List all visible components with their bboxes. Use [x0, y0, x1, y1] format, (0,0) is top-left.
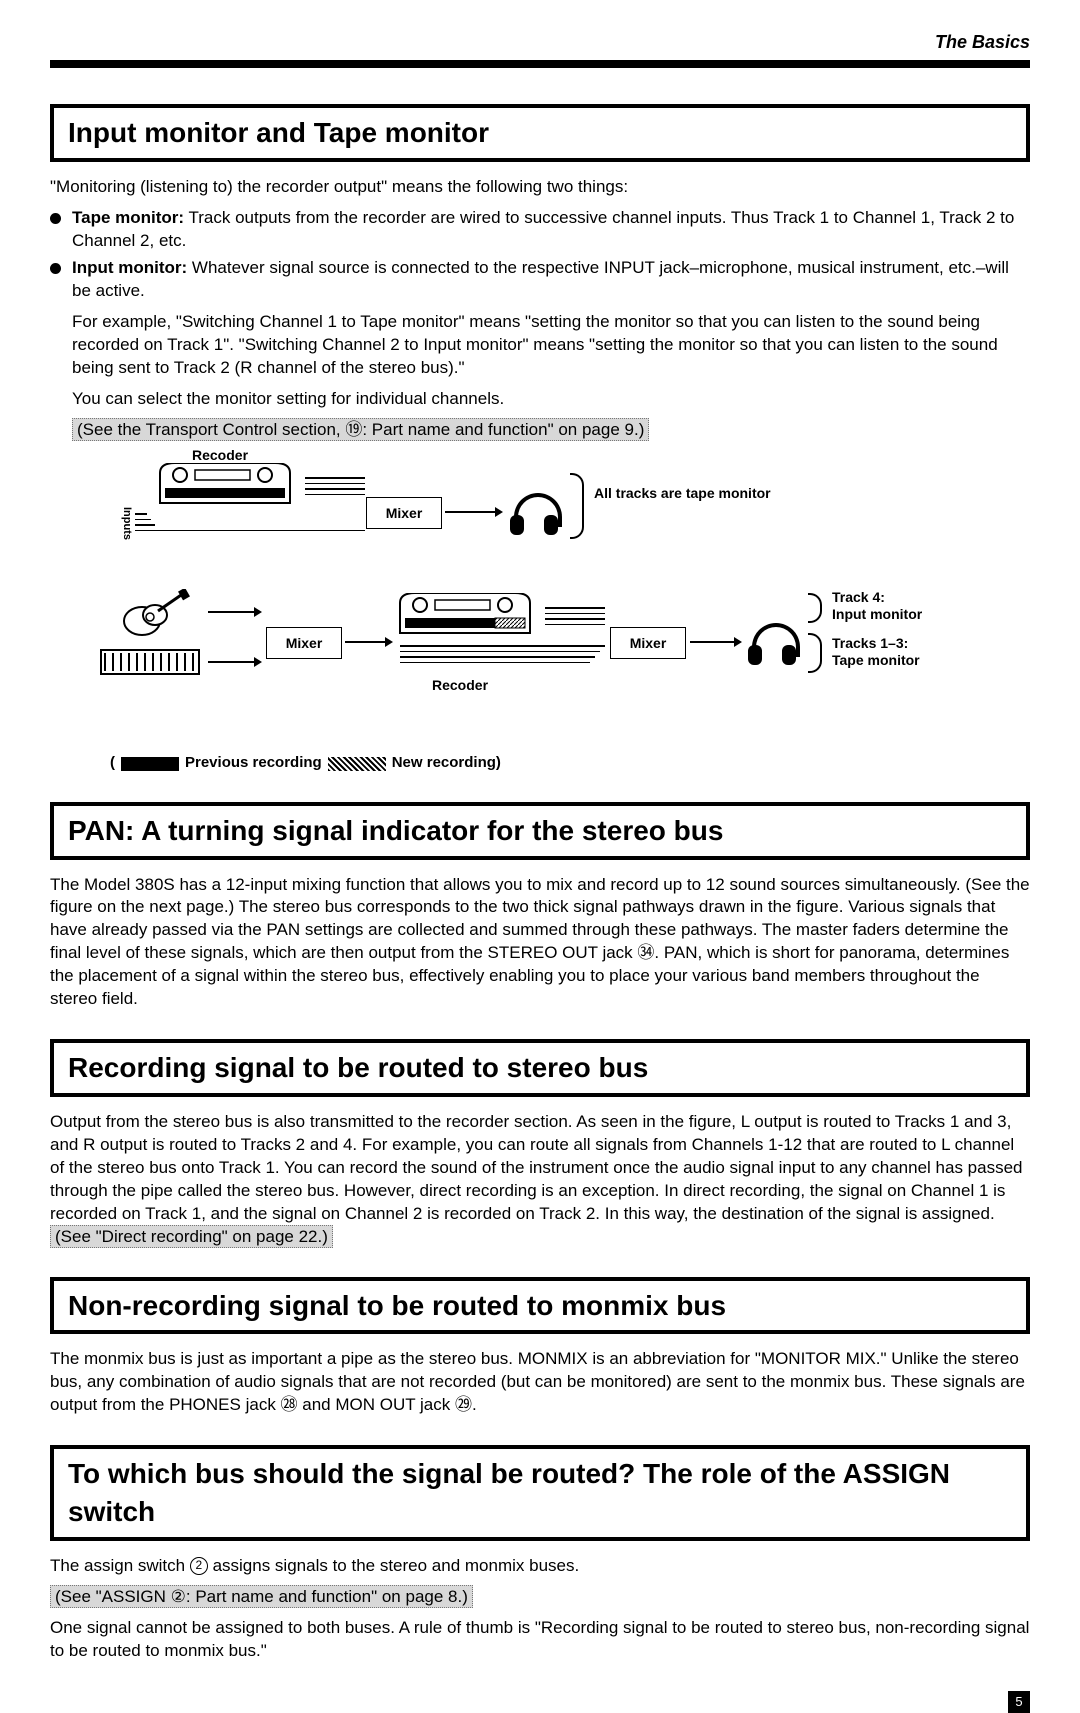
s1-b2-label: Input monitor: [72, 258, 187, 277]
s3-p1-text: Output from the stereo bus is also trans… [50, 1112, 1023, 1223]
page-number: 5 [1008, 1691, 1030, 1713]
diagram-mixer-b2: Mixer [610, 627, 686, 659]
s1-bullet2: Input monitor: Whatever signal source is… [50, 257, 1030, 303]
s5-p2: One signal cannot be assigned to both bu… [50, 1617, 1030, 1663]
recorder-icon-bottom [390, 593, 540, 635]
s1-bullet-list: Tape monitor: Track outputs from the rec… [50, 207, 1030, 303]
headphones-icon-top [510, 489, 558, 537]
diagram-lines-b1 [545, 603, 605, 629]
s5-ref: (See "ASSIGN ②: Part name and function" … [50, 1585, 473, 1608]
header-section-name: The Basics [50, 30, 1030, 54]
s1-p2: For example, "Switching Channel 1 to Tap… [72, 311, 1030, 380]
section3-title: Recording signal to be routed to stereo … [50, 1039, 1030, 1097]
section4-title: Non-recording signal to be routed to mon… [50, 1277, 1030, 1335]
diagram-recorder-label-bottom: Recoder [432, 677, 488, 694]
legend-open: ( [110, 753, 115, 773]
s1-bullet1: Tape monitor: Track outputs from the rec… [50, 207, 1030, 253]
circled-2-icon: 2 [190, 1557, 208, 1575]
diagram-lines-b2 [400, 641, 605, 667]
signal-flow-diagram: Recoder Inputs Mixer All tracks are tape… [80, 449, 1020, 749]
legend-new-text: New recording) [392, 753, 501, 773]
s1-intro: "Monitoring (listening to) the recorder … [50, 176, 1030, 199]
diagram-brace-r1 [808, 593, 822, 623]
diagram-arrow-b2 [208, 661, 254, 663]
section1-title: Input monitor and Tape monitor [50, 104, 1030, 162]
headphones-icon-bottom [748, 619, 796, 667]
diagram-arrow-top [445, 511, 495, 513]
diagram-recorder-label-top: Recoder [192, 447, 248, 464]
legend-swatch-new [328, 757, 386, 771]
diagram-lines-top-2 [135, 509, 365, 535]
s4-p1: The monmix bus is just as important a pi… [50, 1348, 1030, 1417]
legend-prev-text: Previous recording [185, 753, 322, 773]
diagram-arrow-b4 [690, 641, 734, 643]
legend-swatch-previous [121, 757, 179, 771]
diagram-arrow-b3 [345, 641, 385, 643]
s3-p1: Output from the stereo bus is also trans… [50, 1111, 1030, 1249]
diagram-legend: ( Previous recording New recording) [110, 753, 1030, 773]
diagram-inputs-label: Inputs [120, 507, 133, 540]
guitar-icon [120, 589, 190, 639]
diagram-mixer-top: Mixer [366, 497, 442, 529]
s1-ref: (See the Transport Control section, ⑲: P… [72, 418, 649, 441]
s2-p1: The Model 380S has a 12-input mixing fun… [50, 874, 1030, 1012]
keyboard-icon [100, 649, 200, 675]
s3-ref: (See "Direct recording" on page 22.) [50, 1225, 333, 1248]
header-rule [50, 60, 1030, 68]
s5-p1b: assigns signals to the stereo and monmix… [208, 1556, 579, 1575]
diagram-lines-top-1 [305, 473, 365, 499]
s1-b2-text: Whatever signal source is connected to t… [72, 258, 1009, 300]
s5-p1a: The assign switch [50, 1556, 190, 1575]
s1-b1-label: Tape monitor: [72, 208, 184, 227]
s1-p3: You can select the monitor setting for i… [72, 388, 1030, 411]
diagram-note-top: All tracks are tape monitor [594, 485, 771, 502]
diagram-note-r2: Tracks 1–3:Tape monitor [832, 635, 920, 669]
s5-p1: The assign switch 2 assigns signals to t… [50, 1555, 1030, 1578]
diagram-brace-r2 [808, 633, 822, 673]
diagram-mixer-b1: Mixer [266, 627, 342, 659]
recorder-icon-top [150, 463, 300, 505]
s1-b1-text: Track outputs from the recorder are wire… [72, 208, 1014, 250]
s5-ref-wrap: (See "ASSIGN ②: Part name and function" … [50, 1586, 1030, 1609]
section2-title: PAN: A turning signal indicator for the … [50, 802, 1030, 860]
diagram-note-r1: Track 4:Input monitor [832, 589, 922, 623]
diagram-brace-top [570, 473, 584, 539]
section5-title: To which bus should the signal be routed… [50, 1445, 1030, 1541]
s1-ref-wrap: (See the Transport Control section, ⑲: P… [72, 419, 1030, 442]
diagram-arrow-b1 [208, 611, 254, 613]
